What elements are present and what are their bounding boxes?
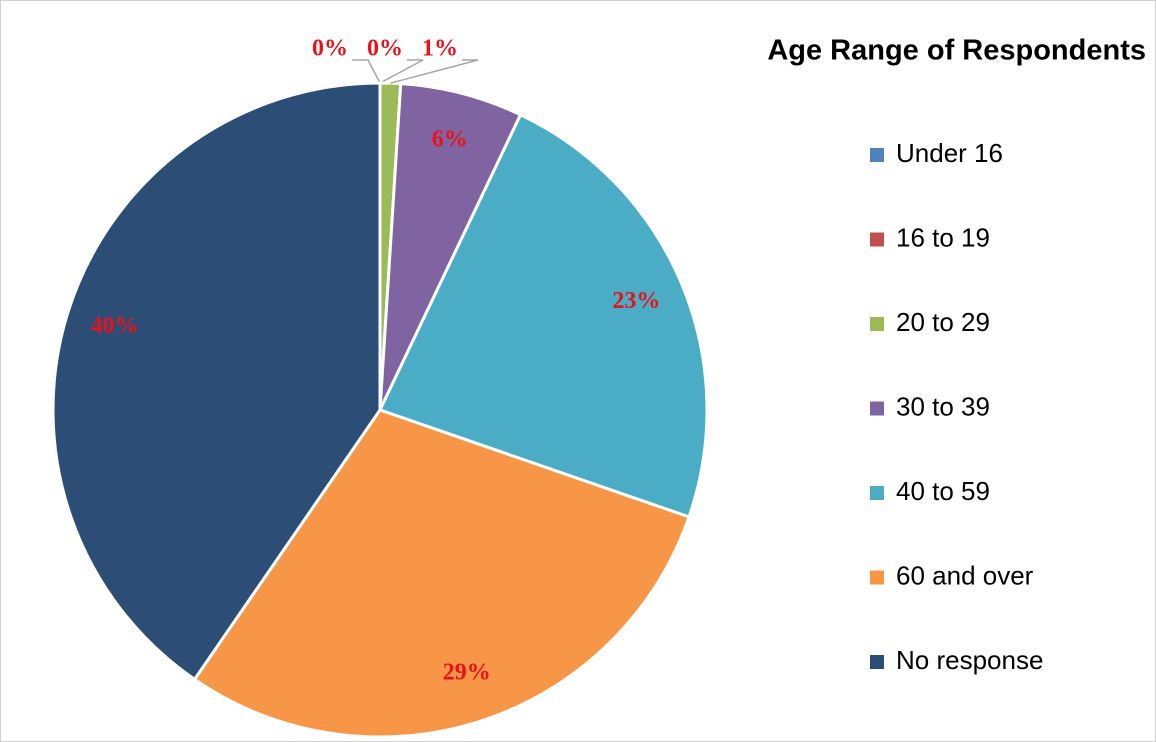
data-label: 0% [367,36,403,62]
data-label: 40% [91,313,139,339]
legend-swatch [870,655,884,669]
chart-title: Age Range of Respondents [767,35,1146,67]
data-label: 23% [612,288,660,314]
legend-label: No response [896,645,1043,675]
legend-label: 40 to 59 [896,476,990,506]
data-label: 6% [432,126,468,152]
pie-slice [378,82,523,411]
legend-label: 16 to 19 [896,222,990,252]
legend-label: 60 and over [896,560,1034,590]
pie-slice [192,408,691,739]
leader-line [352,59,381,84]
legend-swatch [870,317,884,331]
legend-label: Under 16 [896,138,1003,168]
legend-swatch [870,570,884,585]
data-label: 1% [422,36,458,62]
legend-label: 30 to 39 [896,391,990,421]
data-label: 0% [312,36,348,62]
data-label: 29% [443,660,491,686]
legend-label: 20 to 29 [896,307,990,337]
pie-slice [51,81,382,682]
pie-slice [377,112,709,519]
legend-swatch [870,148,884,162]
leader-line [390,59,479,84]
leader-line [379,59,424,84]
legend-swatch [870,401,884,416]
legend-swatch [870,486,884,500]
legend-swatch [870,232,884,247]
